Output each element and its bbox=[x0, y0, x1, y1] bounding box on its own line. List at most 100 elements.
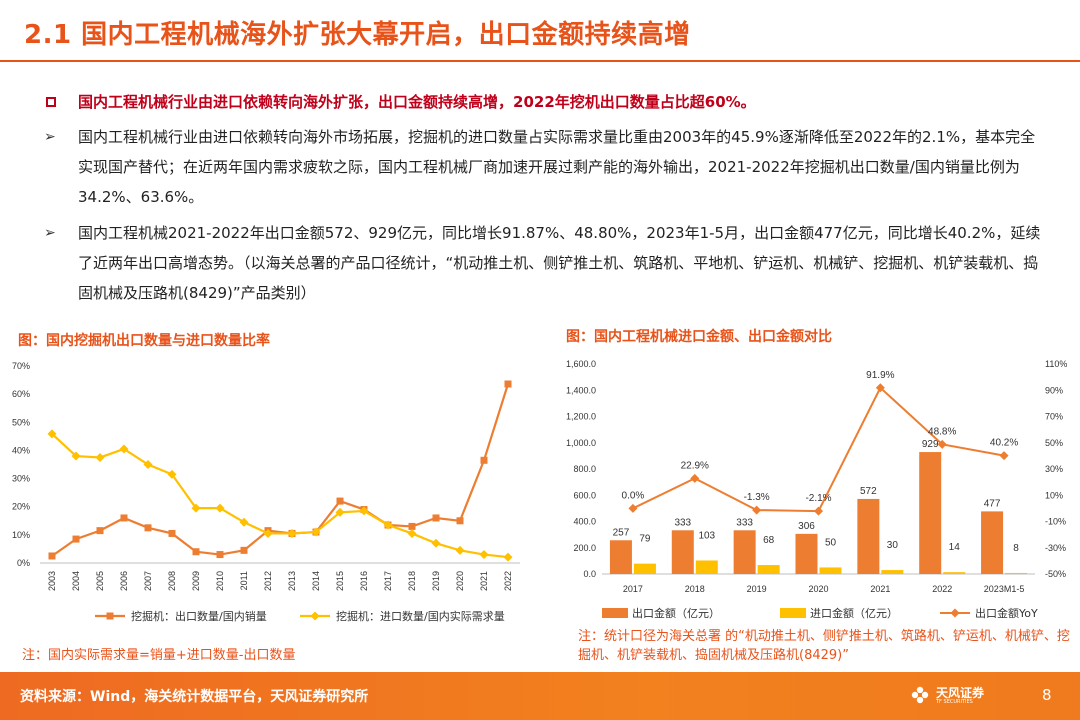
right-chart: 0.0 200.0 400.0 600.0 800.0 1,000.0 1,200.0 1,4… bbox=[566, 359, 1067, 620]
import-bar bbox=[943, 572, 966, 574]
tf-securities-logo: 天风证券 TF SECURITIES bbox=[906, 682, 996, 710]
right-y-tick-label: -30% bbox=[1045, 543, 1066, 553]
bullet-main-text: 国内工程机械行业由进口依赖转向海外扩张，出口金额持续高增，2022年挖机出口数量… bbox=[78, 93, 756, 111]
left-chart-title: 图：国内挖掘机出口数量与进口数量比率 bbox=[18, 333, 270, 349]
y-tick-label: 10% bbox=[12, 530, 30, 540]
bullet-sub-1: ➢ 国内工程机械行业由进口依赖转向海外市场拓展，挖掘机的进口数量占实际需求量比重… bbox=[40, 122, 1050, 212]
left-chart-note: 注：国内实际需求量=销量+进口数量-出口数量 bbox=[22, 648, 296, 663]
import-value-label: 30 bbox=[887, 540, 899, 551]
left-y-tick-label: 1,200.0 bbox=[566, 412, 596, 422]
yoy-point bbox=[999, 451, 1009, 461]
logo-flower-icon bbox=[911, 686, 929, 704]
x-tick-label: 2008 bbox=[167, 571, 177, 591]
footer-bar: 资料来源：Wind，海关统计数据平台，天风证券研究所 天风证券 TF SECUR… bbox=[0, 672, 1080, 720]
data-point bbox=[144, 524, 152, 532]
export-value-label: 477 bbox=[984, 498, 1001, 509]
left-y-tick-label: 1,400.0 bbox=[566, 385, 596, 395]
data-point bbox=[335, 507, 345, 517]
y-tick-label: 60% bbox=[12, 389, 30, 399]
yoy-point bbox=[875, 383, 885, 393]
x-tick-label: 2007 bbox=[143, 571, 153, 591]
legend-marker bbox=[106, 612, 114, 620]
export-bar bbox=[609, 540, 632, 574]
left-y-tick-label: 1,600.0 bbox=[566, 359, 596, 369]
bullet-section: 国内工程机械行业由进口依赖转向海外扩张，出口金额持续高增，2022年挖机出口数量… bbox=[40, 90, 1050, 314]
yoy-value-label: -1.3% bbox=[744, 492, 770, 503]
page-title: 2.1 国内工程机械海外扩张大幕开启，出口金额持续高增 bbox=[24, 20, 691, 50]
data-point bbox=[407, 528, 417, 538]
x-tick-label: 2020 bbox=[455, 571, 465, 591]
data-point bbox=[503, 552, 513, 562]
yoy-point bbox=[937, 439, 947, 449]
data-point bbox=[48, 552, 56, 560]
import-bar bbox=[695, 560, 718, 574]
square-bullet-icon bbox=[46, 97, 56, 107]
x-tick-label: 2019 bbox=[747, 584, 767, 594]
legend-swatch-export bbox=[602, 608, 628, 618]
data-point bbox=[432, 514, 440, 522]
x-tick-label: 2018 bbox=[407, 571, 417, 591]
legend-label: 出口金额YoY bbox=[975, 606, 1038, 620]
right-chart-note: 注：统计口径为海关总署 的“机动推土机、侧铲推土机、筑路机、铲运机、机械铲、挖掘… bbox=[578, 629, 1070, 663]
right-y-tick-label: 110% bbox=[1045, 359, 1067, 369]
left-y-tick-label: 800.0 bbox=[573, 464, 596, 474]
x-tick-label: 2018 bbox=[685, 584, 705, 594]
import-bar bbox=[1005, 572, 1028, 574]
left-y-tick-label: 400.0 bbox=[573, 517, 596, 527]
data-point bbox=[192, 548, 200, 556]
x-tick-label: 2014 bbox=[311, 571, 321, 591]
yoy-point bbox=[690, 473, 700, 483]
data-point bbox=[504, 380, 512, 388]
export-bar bbox=[857, 498, 880, 574]
x-tick-label: 2021 bbox=[870, 584, 890, 594]
data-point bbox=[456, 517, 464, 525]
y-tick-label: 70% bbox=[12, 361, 30, 371]
data-point bbox=[72, 535, 80, 543]
data-point bbox=[479, 550, 489, 560]
x-tick-label: 2009 bbox=[191, 571, 201, 591]
data-point bbox=[191, 503, 201, 513]
data-point bbox=[408, 522, 416, 530]
yoy-value-label: 48.8% bbox=[928, 426, 956, 437]
import-value-label: 68 bbox=[763, 535, 775, 546]
left-chart: 0% 10% 20% 30% 40% 50% 60% 70% 2003 2004 2005 2006 2… bbox=[12, 361, 520, 623]
x-tick-label: 2019 bbox=[431, 571, 441, 591]
legend-swatch-yoy-marker bbox=[950, 608, 960, 618]
data-point bbox=[215, 503, 225, 513]
bullet-main: 国内工程机械行业由进口依赖转向海外扩张，出口金额持续高增，2022年挖机出口数量… bbox=[40, 90, 1050, 114]
import-bar bbox=[881, 570, 904, 574]
x-tick-label: 2021 bbox=[479, 571, 489, 591]
arrow-bullet-icon: ➢ bbox=[44, 129, 56, 145]
export-value-label: 333 bbox=[736, 517, 753, 528]
source-text: 资料来源：Wind，海关统计数据平台，天风证券研究所 bbox=[20, 689, 369, 705]
data-point bbox=[359, 506, 369, 516]
x-tick-label: 2016 bbox=[359, 571, 369, 591]
data-point bbox=[383, 520, 393, 530]
logo-text-en: TF SECURITIES bbox=[936, 699, 973, 705]
data-point bbox=[240, 546, 248, 554]
left-y-tick-label: 200.0 bbox=[573, 543, 596, 553]
yoy-value-label: 91.9% bbox=[866, 370, 894, 381]
yoy-value-label: -2.1% bbox=[805, 493, 831, 504]
data-point bbox=[287, 528, 297, 538]
right-y-tick-label: 10% bbox=[1045, 490, 1063, 500]
x-tick-label: 2011 bbox=[239, 571, 249, 590]
import-value-label: 103 bbox=[698, 530, 715, 541]
right-y-tick-label: 90% bbox=[1045, 385, 1063, 395]
import-bar bbox=[633, 563, 656, 574]
right-y-tick-label: -10% bbox=[1045, 517, 1066, 527]
import-bar bbox=[819, 567, 842, 574]
bullet-sub-2: ➢ 国内工程机械2021-2022年出口金额572、929亿元，同比增长91.8… bbox=[40, 218, 1050, 308]
export-value-label: 257 bbox=[613, 527, 630, 538]
x-tick-label: 2022 bbox=[932, 584, 952, 594]
arrow-bullet-icon: ➢ bbox=[44, 225, 56, 241]
y-tick-label: 30% bbox=[12, 474, 30, 484]
yoy-point bbox=[814, 506, 823, 516]
data-point bbox=[47, 429, 57, 439]
data-point bbox=[480, 456, 488, 464]
right-y-tick-label: 30% bbox=[1045, 464, 1063, 474]
legend-marker bbox=[310, 611, 320, 621]
data-point bbox=[263, 528, 273, 538]
import-value-label: 14 bbox=[949, 542, 961, 553]
yoy-point bbox=[628, 503, 638, 513]
